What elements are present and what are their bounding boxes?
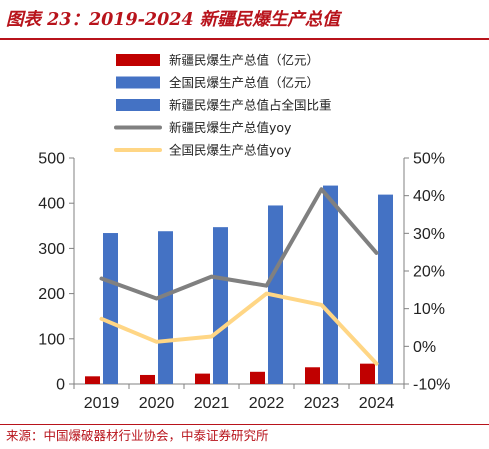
bar-national-value [378,194,393,384]
title-rule [0,38,489,40]
legend-label-4: 新疆民爆生产总值yoy [169,120,292,135]
bar-national-value [213,227,228,384]
bar-xinjiang-value [85,376,100,384]
y-right-tick-label: -10% [413,377,450,394]
y-left-tick-label: 200 [38,286,65,303]
legend-label-3: 新疆民爆生产总值占全国比重 [169,98,332,113]
bar-national-value [103,233,118,384]
y-right-tick-label: 10% [413,301,445,318]
bar-xinjiang-value [195,373,210,384]
bar-national-value [323,185,338,384]
line-national-yoy [99,291,379,366]
y-right-tick-label: 50% [413,151,445,168]
x-tick-label: 2022 [249,395,285,412]
x-tick-label: 2023 [304,395,340,412]
figure-title: 图表 23：2019-2024 新疆民爆生产总值 [6,10,340,30]
y-right-tick-label: 40% [413,188,445,205]
legend-swatch-3 [116,99,160,111]
y-right-tick-label: 20% [413,264,445,281]
y-left-tick-label: 100 [38,331,65,348]
bar-xinjiang-value [360,363,375,384]
y-right-tick-label: 30% [413,226,445,243]
y-left-tick-label: 300 [38,241,65,258]
y-left-tick-label: 0 [56,377,65,394]
legend-swatch-2 [116,76,160,89]
source-rule [0,424,489,425]
y-left-tick-label: 500 [38,151,65,168]
chart: 新疆民爆生产总值（亿元） 全国民爆生产总值（亿元） 新疆民爆生产总值占全国比重新疆民… [38,53,450,413]
x-tick-label: 2021 [194,395,230,412]
y-right-tick-label: 0% [413,339,436,356]
x-tick-label: 2019 [84,395,120,412]
bar-xinjiang-value [305,367,320,384]
x-tick-label: 2024 [359,395,395,412]
source-note: 来源：中国爆破器材行业协会，中泰证券研究所 [6,428,269,443]
y-left-tick-label: 400 [38,196,65,213]
line-xinjiang-yoy [99,187,379,301]
legend-label-5: 全国民爆生产总值yoy [169,143,292,158]
bar-xinjiang-value [140,374,155,384]
legend-swatch-1 [116,54,160,66]
bar-xinjiang-value [250,371,265,384]
legend-label-2: 全国民爆生产总值（亿元） [169,75,319,90]
plot-area: 0 100 200 300 400 500 -10% 0% 10% 20% 30% 40% 50% 201… [38,151,450,413]
x-tick-label: 2020 [139,395,175,412]
legend-label-1: 新疆民爆生产总值（亿元） [169,53,319,68]
bar-national-value [158,231,173,384]
legend: 新疆民爆生产总值（亿元） 全国民爆生产总值（亿元） 新疆民爆生产总值占全国比重新疆民… [114,53,332,158]
